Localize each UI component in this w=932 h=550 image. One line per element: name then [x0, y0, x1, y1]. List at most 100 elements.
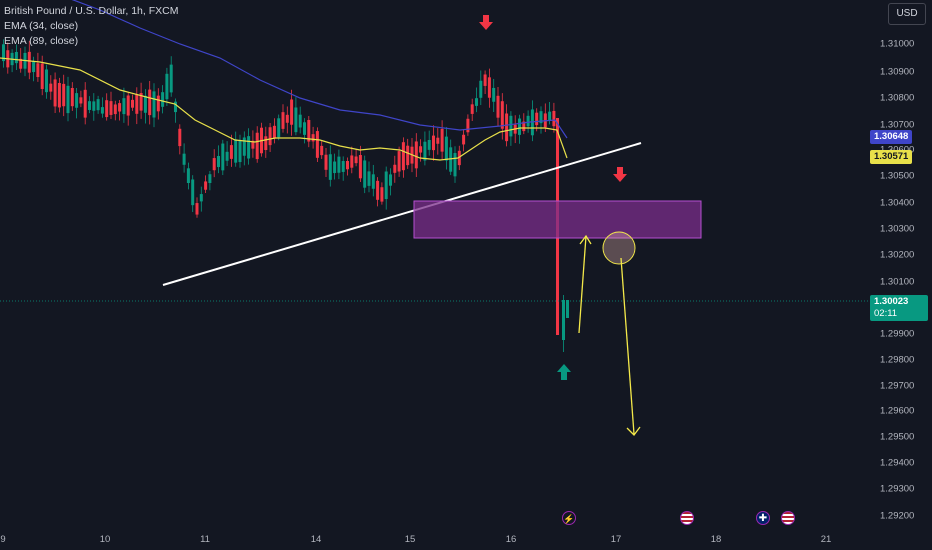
- ema-slow-legend[interactable]: EMA (89, close): [4, 35, 79, 47]
- candle-body: [324, 154, 328, 170]
- candle-body: [462, 134, 466, 145]
- candle-body: [539, 111, 543, 124]
- candle-body: [70, 88, 74, 107]
- price-tick-label: 1.30200: [880, 249, 915, 261]
- candle-body: [384, 171, 388, 200]
- candle-body: [75, 93, 79, 108]
- candle-body: [552, 110, 556, 127]
- candle-body: [272, 125, 276, 139]
- candle-body: [62, 83, 66, 107]
- candle-body: [337, 156, 341, 173]
- up-projection-arrow[interactable]: [578, 235, 587, 334]
- candle-body: [2, 44, 5, 62]
- time-tick-label: 15: [404, 534, 416, 545]
- last-price-badge: 1.30023 02:11: [870, 295, 928, 321]
- uk-flag-icon[interactable]: ✚: [756, 511, 770, 525]
- price-tick-label: 1.30300: [880, 223, 915, 235]
- candle-body: [208, 174, 212, 184]
- candle-body: [328, 154, 332, 180]
- candle-body: [83, 89, 87, 118]
- ascending-trendline[interactable]: [162, 142, 642, 286]
- us-flag-icon[interactable]: [680, 511, 694, 525]
- candle-body: [217, 155, 220, 168]
- candle-body: [487, 77, 491, 98]
- time-tick-label: 10: [99, 534, 111, 545]
- candle-body: [535, 112, 539, 126]
- candle-body: [371, 174, 375, 189]
- candle-body: [401, 142, 405, 171]
- resistance-zone[interactable]: [413, 200, 702, 239]
- candle-body: [152, 91, 156, 118]
- candle-body: [457, 150, 461, 166]
- ema-fast-legend[interactable]: EMA (34, close): [4, 20, 79, 32]
- candle-body: [479, 80, 483, 98]
- candle-body: [281, 112, 285, 129]
- price-tick-label: 1.29200: [880, 510, 915, 522]
- candle-body: [376, 180, 380, 200]
- candle-body: [139, 92, 143, 111]
- candle-body: [320, 145, 324, 156]
- candle-body: [66, 85, 70, 114]
- candle-body: [268, 127, 272, 146]
- candle-body: [131, 99, 134, 108]
- candle-body: [311, 134, 315, 142]
- ema-34-line: [0, 57, 568, 161]
- time-tick-label: 21: [820, 534, 832, 545]
- down-projection-arrow[interactable]: [620, 257, 635, 435]
- candle-body: [419, 146, 423, 153]
- candle-body: [440, 128, 444, 152]
- candle-body: [212, 158, 216, 171]
- candle-body: [346, 161, 349, 170]
- us-flag-icon[interactable]: [781, 511, 795, 525]
- time-axis[interactable]: 9 10 11 14 15 16 17 18 21: [0, 530, 870, 550]
- symbol-label[interactable]: British Pound / U.S. Dollar, 1h, FXCM: [4, 5, 179, 17]
- candle-body: [45, 69, 48, 93]
- candle-body: [505, 113, 509, 142]
- price-tick-label: 1.30500: [880, 170, 915, 182]
- candle-body: [285, 114, 289, 123]
- price-chart[interactable]: [0, 0, 870, 530]
- candle-body: [427, 139, 431, 150]
- candle-body: [500, 101, 504, 129]
- price-tick-label: 1.30900: [880, 66, 915, 78]
- time-tick-label: 9: [0, 534, 6, 545]
- candle-body: [36, 63, 40, 78]
- candle-body: [393, 164, 397, 173]
- sell-arrow-icon: [479, 15, 493, 30]
- price-tick-label: 1.30700: [880, 119, 915, 131]
- candle-body: [367, 171, 371, 186]
- candle-body: [436, 137, 440, 144]
- candle-body: [414, 141, 418, 169]
- candle-body: [100, 107, 104, 114]
- candle-body: [303, 122, 306, 135]
- candle-body: [118, 103, 122, 112]
- candle-body: [548, 111, 552, 121]
- candle-body: [14, 51, 18, 64]
- candle-body: [566, 300, 569, 318]
- lightning-icon[interactable]: ⚡: [562, 511, 576, 525]
- sell-arrow-icon: [613, 167, 627, 182]
- price-axis[interactable]: USD 1.310001.309001.308001.307001.306001…: [870, 0, 932, 530]
- candle-body: [135, 94, 139, 114]
- price-tick-label: 1.31000: [880, 38, 915, 50]
- candle-body: [186, 168, 190, 184]
- price-tick-label: 1.30100: [880, 276, 915, 288]
- candle-body: [113, 104, 117, 115]
- candle-body: [92, 101, 96, 111]
- candle-body: [174, 101, 177, 113]
- candle-body: [221, 143, 225, 171]
- candle-body: [518, 118, 521, 135]
- time-tick-label: 17: [610, 534, 622, 545]
- candle-body: [57, 82, 61, 108]
- candle-body: [126, 95, 130, 116]
- candle-body: [49, 83, 53, 92]
- candle-body: [165, 73, 169, 100]
- candle-body: [509, 115, 513, 137]
- price-tick-label: 1.29300: [880, 483, 915, 495]
- candle-body: [169, 64, 173, 93]
- candle-body: [251, 140, 255, 149]
- retest-circle[interactable]: [602, 231, 636, 265]
- candle-body: [156, 95, 160, 112]
- currency-button[interactable]: USD: [888, 3, 926, 25]
- candle-body: [199, 194, 203, 202]
